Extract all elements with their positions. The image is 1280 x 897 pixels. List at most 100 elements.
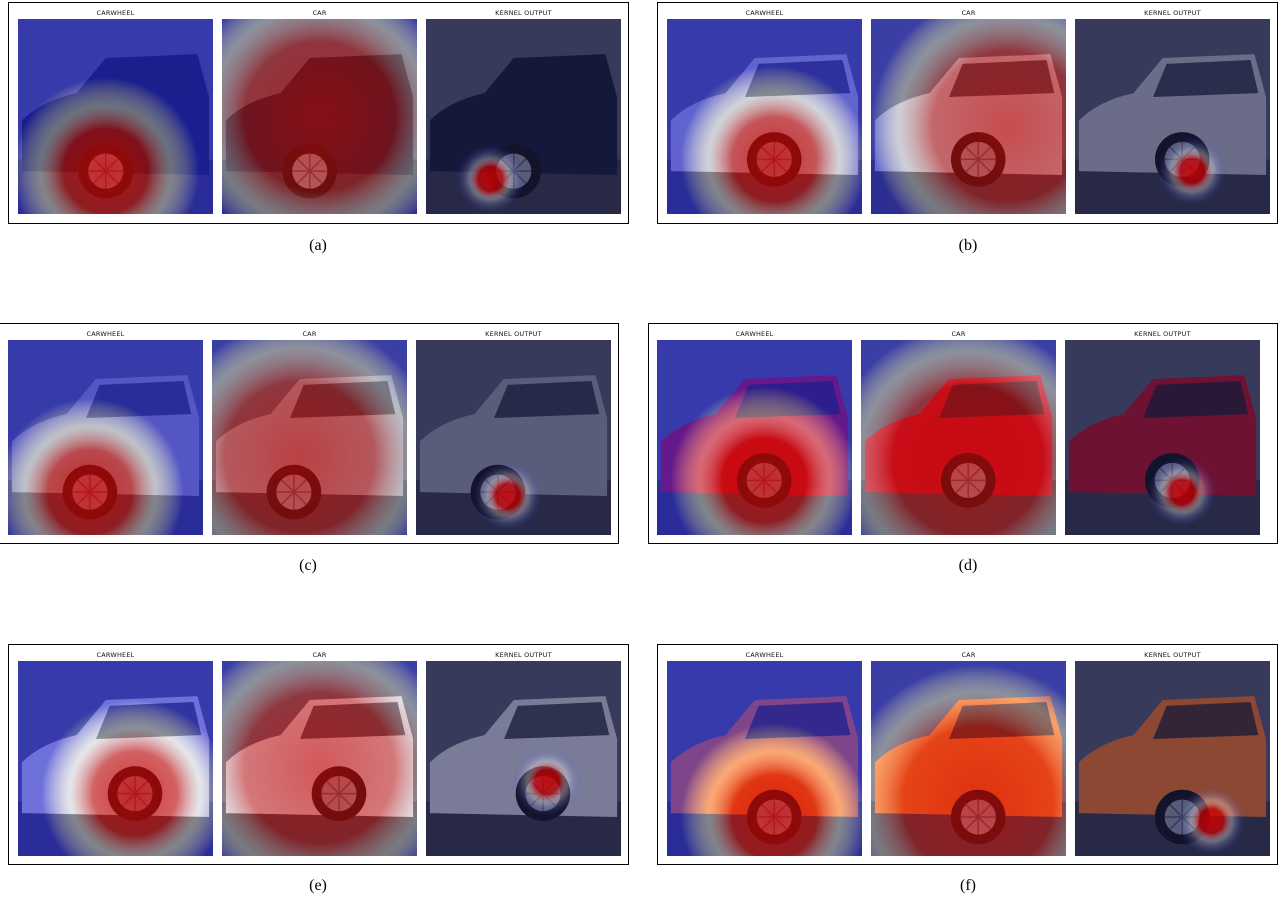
subplot-title: KERNEL OUTPUT [495,651,552,659]
subplot-carwheel: CARWHEEL [18,3,213,214]
subplot-title: CARWHEEL [86,330,125,338]
heatmap-svg [667,19,862,214]
heatmap-svg [1065,340,1260,535]
heatmap-image [1075,661,1270,856]
heatmap-image [657,340,852,535]
subplot-kernel-output: KERNEL OUTPUT [1065,324,1260,535]
heatmap-image [667,661,862,856]
heatmap-image [1075,19,1270,214]
heatmap-svg [8,340,203,535]
car-heatmap [222,661,417,856]
subplot-title: KERNEL OUTPUT [495,9,552,17]
subplot-carwheel: CARWHEEL [667,645,862,856]
heatmap-image [871,661,1066,856]
heatmap-image [212,340,407,535]
kernel-output-heatmap [426,19,621,214]
subplot-car: CAR [212,324,407,535]
panel-a: CARWHEEL CAR KERNEL OUTPUT [8,2,629,224]
subplot-title: KERNEL OUTPUT [1144,9,1201,17]
subplot-title: CARWHEEL [745,651,784,659]
subplot-car: CAR [222,3,417,214]
kernel-output-heatmap [1075,19,1270,214]
subplot-kernel-output: KERNEL OUTPUT [426,3,621,214]
subplot-title: CAR [951,330,966,338]
subplot-title: CAR [312,9,327,17]
kernel-output-heatmap [416,340,611,535]
subplot-car: CAR [861,324,1056,535]
panel-d: CARWHEEL CAR KERNEL OUTPUT [648,323,1278,544]
panel-b: CARWHEEL CAR KERNEL OUTPUT [657,2,1278,224]
heatmap-image [667,19,862,214]
carwheel-heatmap [667,661,862,856]
heatmap-svg [871,19,1066,214]
car-heatmap [861,340,1056,535]
kernel-output-heatmap [426,661,621,856]
subplot-kernel-output: KERNEL OUTPUT [416,324,611,535]
car-heatmap [222,19,417,214]
subplot-title: CAR [312,651,327,659]
carwheel-heatmap [8,340,203,535]
carwheel-heatmap [18,19,213,214]
subplot-carwheel: CARWHEEL [667,3,862,214]
carwheel-heatmap [657,340,852,535]
subplot-title: KERNEL OUTPUT [485,330,542,338]
heatmap-image [222,19,417,214]
car-heatmap [871,661,1066,856]
subplot-kernel-output: KERNEL OUTPUT [1075,3,1270,214]
heatmap-svg [1075,661,1270,856]
subplot-title: CARWHEEL [745,9,784,17]
kernel-output-heatmap [1075,661,1270,856]
heatmap-image [18,19,213,214]
heatmap-image [8,340,203,535]
heatmap-svg [222,19,417,214]
heatmap-image [18,661,213,856]
subplot-car: CAR [222,645,417,856]
subplot-car: CAR [871,645,1066,856]
car-heatmap [871,19,1066,214]
caption-c: (c) [299,557,317,574]
panel-f: CARWHEEL CAR KERNEL OUTPUT [657,644,1278,865]
caption-e: (e) [309,877,327,894]
heatmap-svg [212,340,407,535]
subplot-title: CAR [961,9,976,17]
subplot-title: CARWHEEL [96,651,135,659]
heatmap-image [426,661,621,856]
subplot-title: CAR [302,330,317,338]
heatmap-image [416,340,611,535]
heatmap-image [871,19,1066,214]
heatmap-svg [18,661,213,856]
heatmap-image [861,340,1056,535]
heatmap-svg [657,340,852,535]
subplot-title: CAR [961,651,976,659]
caption-d: (d) [958,557,978,574]
heatmap-svg [1075,19,1270,214]
kernel-output-heatmap [1065,340,1260,535]
heatmap-svg [861,340,1056,535]
subplot-title: KERNEL OUTPUT [1144,651,1201,659]
heatmap-svg [416,340,611,535]
caption-f: (f) [960,877,976,894]
heatmap-svg [426,19,621,214]
heatmap-svg [426,661,621,856]
subplot-title: KERNEL OUTPUT [1134,330,1191,338]
heatmap-svg [222,661,417,856]
subplot-carwheel: CARWHEEL [657,324,852,535]
subplot-kernel-output: KERNEL OUTPUT [426,645,621,856]
subplot-title: CARWHEEL [96,9,135,17]
subplot-carwheel: CARWHEEL [8,324,203,535]
panel-e: CARWHEEL CAR KERNEL OUTPUT [8,644,629,865]
heatmap-image [222,661,417,856]
carwheel-heatmap [667,19,862,214]
heatmap-image [1065,340,1260,535]
subplot-carwheel: CARWHEEL [18,645,213,856]
heatmap-svg [18,19,213,214]
subplot-car: CAR [871,3,1066,214]
carwheel-heatmap [18,661,213,856]
panel-c: CARWHEEL CAR KERNEL OUTPUT [0,323,619,544]
heatmap-svg [871,661,1066,856]
heatmap-svg [667,661,862,856]
subplot-title: CARWHEEL [735,330,774,338]
caption-a: (a) [309,237,327,254]
car-heatmap [212,340,407,535]
caption-b: (b) [958,237,978,254]
